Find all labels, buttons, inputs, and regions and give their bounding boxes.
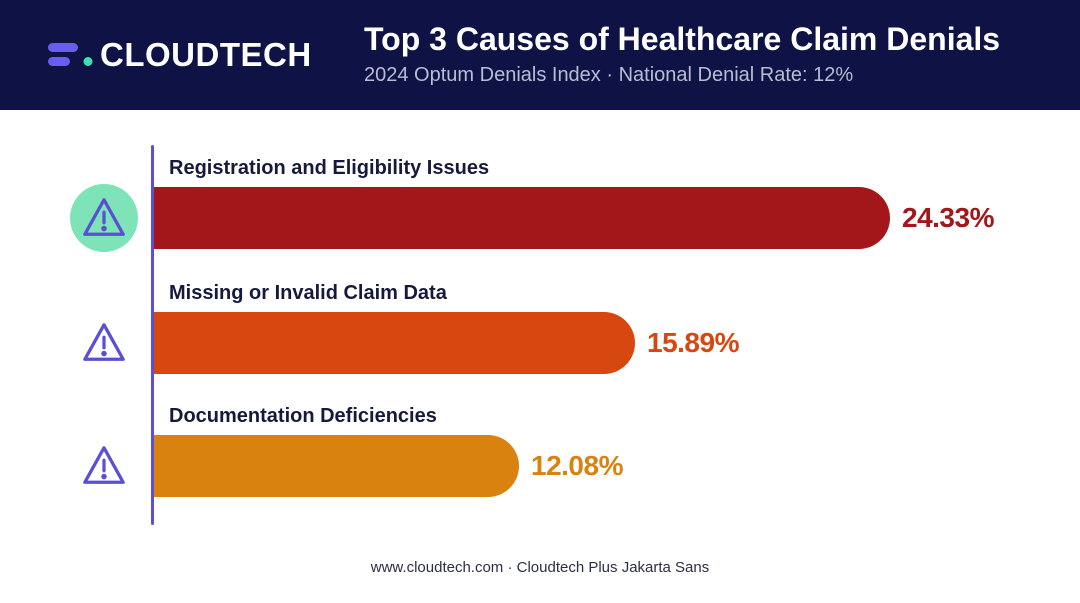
warning-triangle-icon (70, 309, 138, 377)
category-label: Missing or Invalid Claim Data (169, 282, 447, 304)
chart-title: Top 3 Causes of Healthcare Claim Denials (364, 21, 1001, 57)
chart-subtitle: 2024 Optum Denials Index · National Deni… (364, 64, 854, 86)
category-axis-line (151, 145, 154, 525)
bar (154, 187, 890, 249)
category-label: Documentation Deficiencies (169, 405, 437, 427)
cloudtech-logo-icon (48, 43, 93, 66)
bar-value-label: 15.89% (647, 327, 739, 358)
bar-value-label: 24.33% (902, 202, 994, 233)
footer-credits: www.cloudtech.com · Cloudtech Plus Jakar… (370, 559, 710, 576)
header-banner: CLOUDTECH Top 3 Causes of Healthcare Cla… (0, 0, 1080, 110)
warning-triangle-icon (70, 432, 138, 500)
bar (154, 435, 519, 497)
warning-triangle-icon (70, 184, 138, 252)
brand-name: CLOUDTECH (100, 36, 312, 73)
category-label: Registration and Eligibility Issues (169, 157, 490, 179)
bar (154, 312, 635, 374)
bar-value-label: 12.08% (531, 450, 623, 481)
